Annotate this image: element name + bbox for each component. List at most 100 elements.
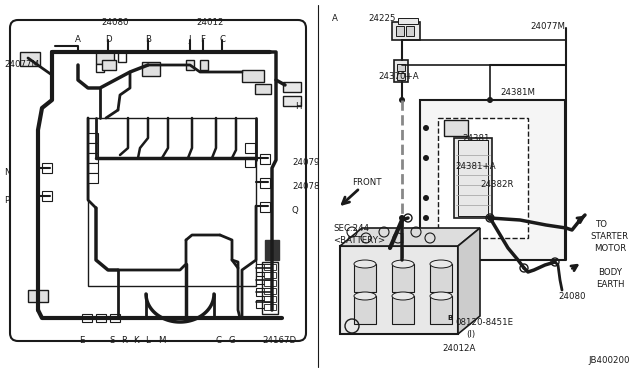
Text: B: B: [145, 35, 151, 44]
Bar: [88, 143, 98, 153]
Text: BODY: BODY: [598, 268, 622, 277]
Bar: [430, 296, 452, 324]
Text: 24077M: 24077M: [530, 22, 565, 31]
Text: L: L: [146, 336, 150, 345]
Circle shape: [423, 155, 429, 161]
Ellipse shape: [354, 292, 376, 300]
FancyBboxPatch shape: [10, 20, 306, 341]
Text: H: H: [295, 102, 301, 111]
Ellipse shape: [392, 292, 414, 300]
Bar: [82, 314, 92, 322]
Bar: [264, 264, 276, 270]
Text: 24077M: 24077M: [4, 60, 39, 69]
Text: 24370+A: 24370+A: [378, 72, 419, 81]
Bar: [256, 288, 272, 296]
Bar: [245, 143, 255, 153]
Bar: [420, 100, 565, 260]
Circle shape: [423, 125, 429, 131]
Circle shape: [399, 97, 405, 103]
Bar: [264, 288, 276, 294]
Text: C: C: [219, 35, 225, 44]
Circle shape: [399, 215, 405, 221]
Polygon shape: [340, 228, 480, 246]
Bar: [256, 276, 272, 284]
Bar: [28, 290, 48, 302]
Text: S: S: [109, 336, 115, 345]
Text: JB400200: JB400200: [588, 356, 630, 365]
Bar: [283, 82, 301, 92]
Bar: [260, 202, 270, 212]
Bar: [438, 118, 528, 238]
Bar: [392, 264, 414, 292]
Bar: [265, 240, 279, 260]
Bar: [458, 140, 488, 216]
Ellipse shape: [392, 260, 414, 268]
Text: 08120-8451E: 08120-8451E: [455, 318, 513, 327]
Bar: [397, 64, 405, 71]
Bar: [406, 26, 414, 36]
Bar: [256, 300, 272, 308]
Circle shape: [423, 195, 429, 201]
Text: 24080: 24080: [558, 292, 586, 301]
Text: EARTH: EARTH: [596, 280, 625, 289]
Ellipse shape: [430, 292, 452, 300]
Bar: [283, 96, 301, 106]
Bar: [96, 52, 114, 64]
Circle shape: [487, 97, 493, 103]
Bar: [245, 157, 255, 167]
Text: D: D: [105, 35, 111, 44]
Text: F: F: [200, 35, 205, 44]
Bar: [398, 18, 418, 24]
Bar: [102, 60, 116, 70]
Text: (I): (I): [466, 330, 475, 339]
Bar: [430, 264, 452, 292]
Text: 24381: 24381: [462, 134, 490, 143]
Bar: [42, 163, 52, 173]
Bar: [110, 314, 120, 322]
Bar: [88, 173, 98, 183]
Text: TO: TO: [596, 220, 608, 229]
Bar: [340, 246, 458, 334]
Bar: [96, 64, 104, 72]
Text: 24225: 24225: [368, 14, 396, 23]
Bar: [392, 22, 420, 40]
Bar: [256, 264, 272, 272]
Circle shape: [487, 215, 493, 221]
Text: 24381M: 24381M: [500, 88, 535, 97]
Text: C: C: [215, 336, 221, 345]
Bar: [88, 153, 98, 163]
Polygon shape: [458, 228, 480, 334]
Text: 24012A: 24012A: [442, 344, 476, 353]
Text: FRONT: FRONT: [352, 178, 381, 187]
Bar: [255, 84, 271, 94]
Text: E: E: [79, 336, 84, 345]
Bar: [264, 272, 276, 278]
Bar: [392, 296, 414, 324]
Text: <BATTERY>: <BATTERY>: [333, 236, 385, 245]
Text: A: A: [332, 14, 338, 23]
Text: P: P: [4, 196, 9, 205]
Text: 24381+A: 24381+A: [455, 162, 495, 171]
Text: M: M: [158, 336, 166, 345]
Text: J: J: [189, 35, 191, 44]
Bar: [96, 314, 106, 322]
Bar: [88, 133, 98, 143]
Bar: [396, 26, 404, 36]
Text: 24012: 24012: [196, 18, 224, 27]
Text: MOTOR: MOTOR: [594, 244, 627, 253]
Text: SEC.244: SEC.244: [333, 224, 369, 233]
Text: 24382R: 24382R: [480, 180, 513, 189]
Bar: [260, 178, 270, 188]
Bar: [354, 296, 376, 324]
Bar: [264, 296, 276, 302]
Bar: [260, 154, 270, 164]
Bar: [242, 70, 264, 82]
Ellipse shape: [354, 260, 376, 268]
Text: N: N: [4, 168, 10, 177]
Ellipse shape: [430, 260, 452, 268]
Text: G: G: [228, 336, 236, 345]
Bar: [397, 73, 405, 80]
Bar: [186, 60, 194, 70]
Bar: [200, 60, 208, 70]
Bar: [264, 304, 276, 310]
